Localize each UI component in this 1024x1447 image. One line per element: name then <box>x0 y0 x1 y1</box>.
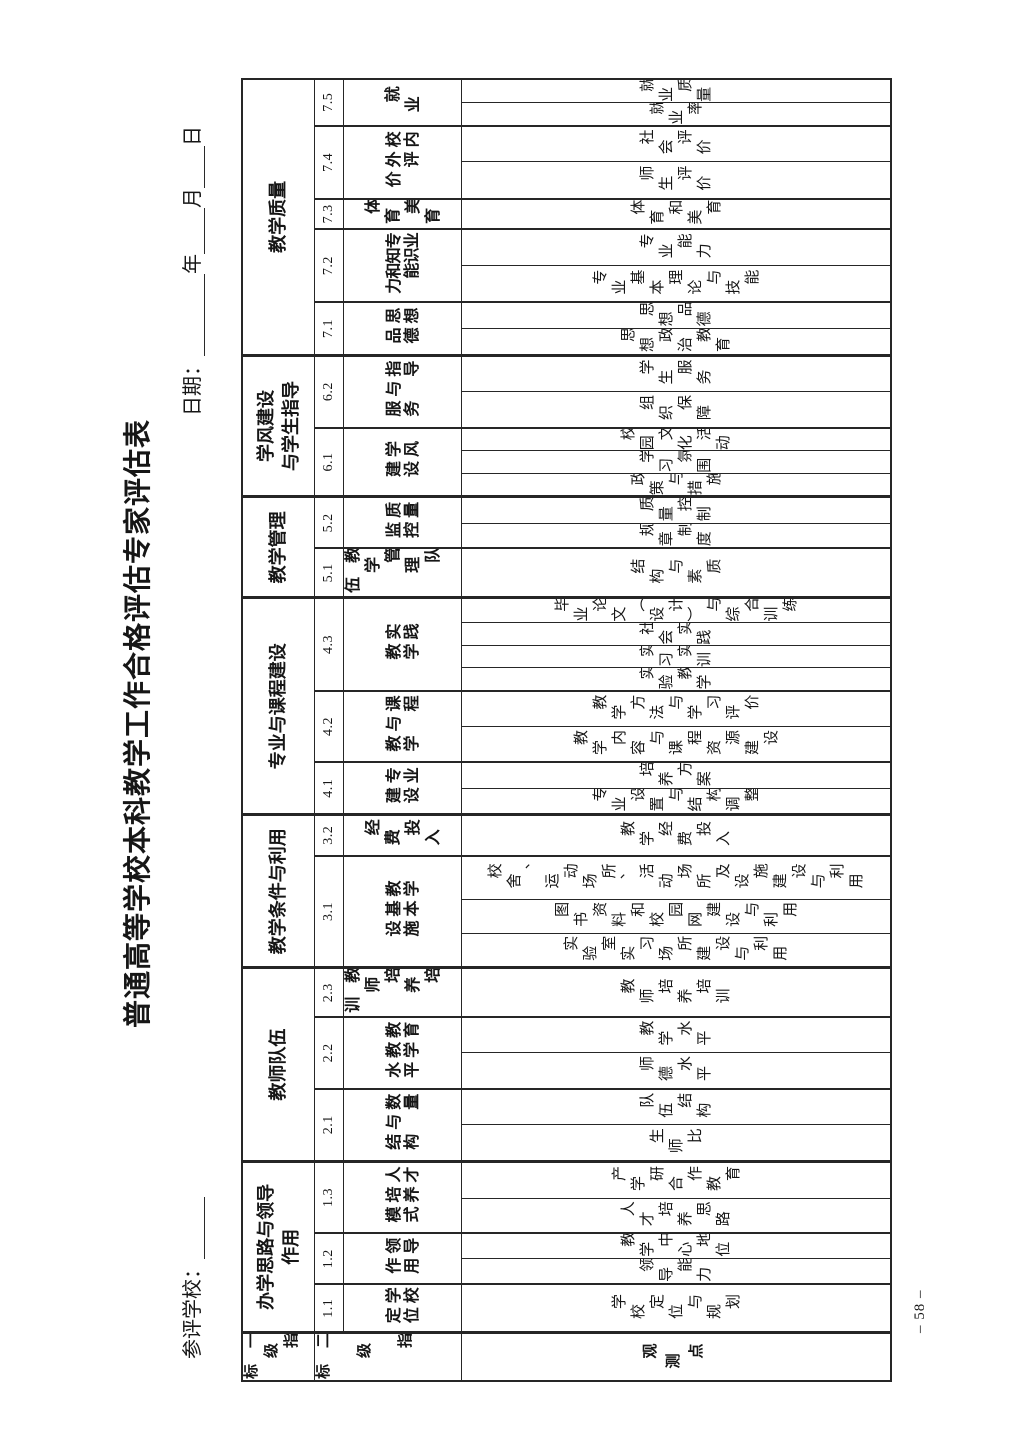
obs-cell: 组织保障 <box>462 390 890 427</box>
indicator-7-5: 7.5 就业 就业率 就业质量 <box>315 79 890 125</box>
obs-cell: 实验室实习场所建设与利用 <box>462 932 890 967</box>
obs-cell: 培养方案 <box>639 763 713 788</box>
obs-cell: 体育和美育 <box>629 200 723 227</box>
evaluation-table: 一级指标 二级指标 观测点 办学思路与领导 作用 1.1 学校 定位 学校定位与… <box>241 78 892 1382</box>
group-7: 教学质量 7.1 思想 品德 思想政治教育 思想品德 7.2 专业 知识 和能 … <box>243 79 890 354</box>
indicator-5-2: 5.2 质量 监控 规章制度 质量控制 <box>315 498 890 548</box>
day-label: 日 <box>182 126 204 146</box>
group-1: 办学思路与领导 作用 1.1 学校 定位 学校定位与规划 1.2 领导 作用 领… <box>243 1159 890 1331</box>
obs-cell: 专业基本理论与技能 <box>462 265 890 302</box>
obs-cell: 专业能力 <box>639 234 713 261</box>
indicator-6-1: 6.1 学风 建设 政策与措施 学习氛围 校园文化活动 <box>315 426 890 496</box>
group-4: 专业与课程建设 4.1 专业 建设 专业设置与结构调整 培养方案 4.2 课程 … <box>243 596 890 813</box>
obs-cell: 队伍结构 <box>639 1093 713 1120</box>
obs-cell: 实验教学 <box>462 666 890 690</box>
date-field: 日期： 年 月 日 <box>176 126 205 416</box>
indicator-4-1: 4.1 专业 建设 专业设置与结构调整 培养方案 <box>315 761 890 813</box>
obs-cell: 校舍、运动场所、活动场所及设施建设与利用 <box>487 864 865 891</box>
indicator-2-3: 2.3 教师培养培训 教师培养培训 <box>315 969 890 1016</box>
page-title: 普通高等学校本科教学工作合格评估专家评估表 <box>123 419 154 1029</box>
date-label: 日期： <box>182 356 204 416</box>
school-label: 参评学校： <box>182 1259 204 1359</box>
obs-cell: 结构与素质 <box>629 559 723 586</box>
group-2-name: 教师队伍 <box>243 969 315 1160</box>
obs-cell: 社会实践 <box>462 622 890 645</box>
indicator-7-4: 7.4 校内 外评 价 师生评价 社会评价 <box>315 124 890 198</box>
indicator-7-2: 7.2 专业 知识 和能 力 专业基本理论与技能 专业能力 <box>315 227 890 302</box>
obs-cell: 学习氛围 <box>462 450 890 473</box>
obs-cell: 专业设置与结构调整 <box>462 787 890 813</box>
table-body: 办学思路与领导 作用 1.1 学校 定位 学校定位与规划 1.2 领导 作用 领… <box>243 79 890 1331</box>
obs-cell: 师生评价 <box>462 160 890 198</box>
obs-cell: 图书资料和校园网建设与利用 <box>462 898 890 933</box>
group-5-name: 教学管理 <box>243 498 315 597</box>
obs-cell: 生师比 <box>462 1124 890 1160</box>
indicator-1-1: 1.1 学校 定位 学校定位与规划 <box>315 1283 890 1331</box>
obs-cell: 学校定位与规划 <box>610 1294 742 1321</box>
header-level1: 一级指标 <box>243 1334 315 1380</box>
group-5: 教学管理 5.1 教学管理队伍 结构与素质 5.2 质量 监控 规章制度 <box>243 495 890 597</box>
form-meta-line: 参评学校： 日期： 年 月 日 <box>176 126 205 1359</box>
indicator-6-2: 6.2 指导 与 服务 组织保障 学生服务 <box>315 356 890 427</box>
school-field: 参评学校： <box>176 1197 205 1359</box>
indicator-7-3: 7.3 体育美育 体育和美育 <box>315 197 890 228</box>
obs-cell: 就业质量 <box>639 79 713 103</box>
obs-cell: 规章制度 <box>462 522 890 548</box>
obs-cell: 教学中心地位 <box>620 1234 732 1258</box>
group-1-name: 办学思路与领导 作用 <box>243 1162 315 1331</box>
indicator-3-2: 3.2 经费投入 教学经费投入 <box>315 815 890 855</box>
indicator-3-1: 3.1 教学 基本 设施 实验室实习场所建设与利用 图书资料和校园网建设与利用 … <box>315 854 890 967</box>
month-label: 月 <box>182 188 204 208</box>
group-4-name: 专业与课程建设 <box>243 599 315 813</box>
indicator-2-1: 2.1 数量 与 结构 生师比 队伍结构 <box>315 1087 890 1160</box>
obs-cell: 政策与措施 <box>462 472 890 496</box>
year-label: 年 <box>182 254 204 274</box>
obs-cell: 教师培养培训 <box>620 979 732 1006</box>
obs-cell: 师德水平 <box>462 1051 890 1088</box>
obs-cell: 毕业论文（设计）与综合训练 <box>553 599 799 623</box>
obs-cell: 领导能力 <box>462 1257 890 1284</box>
obs-cell: 质量控制 <box>639 498 713 523</box>
indicator-4-3: 4.3 实践 教学 实验教学 实习实训 社会实践 毕业论文（设计）与综合训练 <box>315 599 890 690</box>
group-6: 学风建设 与学生指导 6.1 学风 建设 政策与措施 学习氛围 校园文化活动 6… <box>243 353 890 496</box>
obs-cell: 校园文化活动 <box>620 428 732 451</box>
indicator-1-2: 1.2 领导 作用 领导能力 教学中心地位 <box>315 1232 890 1284</box>
year-blank-line <box>184 274 205 356</box>
obs-cell: 教学方法与学习评价 <box>591 695 761 722</box>
indicator-1-3: 1.3 人才 培养 模式 人才培养思路 产学研合作教育 <box>315 1162 890 1233</box>
obs-cell: 教学经费投入 <box>620 822 732 849</box>
group-3: 教学条件与利用 3.1 教学 基本 设施 实验室实习场所建设与利用 图书资料和校… <box>243 812 890 967</box>
indicator-7-1: 7.1 思想 品德 思想政治教育 思想品德 <box>315 301 890 354</box>
page-number: – 58 – <box>912 1289 928 1334</box>
obs-cell: 就业率 <box>462 102 890 125</box>
obs-cell: 思想政治教育 <box>462 327 890 354</box>
obs-cell: 产学研合作教育 <box>610 1167 742 1194</box>
obs-cell: 人才培养思路 <box>462 1197 890 1233</box>
school-blank-line <box>184 1197 205 1259</box>
obs-cell: 思想品德 <box>639 303 713 328</box>
obs-cell: 社会评价 <box>639 130 713 157</box>
group-3-name: 教学条件与利用 <box>243 815 315 967</box>
indicator-2-2: 2.2 教育 教学 水平 师德水平 教学水平 <box>315 1015 890 1088</box>
group-7-name: 教学质量 <box>243 79 315 354</box>
obs-cell: 实习实训 <box>462 644 890 667</box>
obs-cell: 教学水平 <box>639 1021 713 1048</box>
group-2: 教师队伍 2.1 数量 与 结构 生师比 队伍结构 2.2 教育 教学 水平 <box>243 966 890 1160</box>
table-header-column: 一级指标 二级指标 观测点 <box>243 1331 890 1380</box>
indicator-5-1: 5.1 教学管理队伍 结构与素质 <box>315 547 890 597</box>
day-blank-line <box>184 146 205 188</box>
group-6-name: 学风建设 与学生指导 <box>243 356 315 496</box>
header-level2: 二级指标 <box>315 1334 462 1380</box>
obs-cell: 学生服务 <box>639 360 713 387</box>
header-observation: 观测点 <box>641 1344 705 1371</box>
indicator-4-2: 4.2 课程 与 教学 教学内容与课程资源建设 教学方法与学习评价 <box>315 689 890 762</box>
obs-cell: 教学内容与课程资源建设 <box>462 726 890 762</box>
month-blank-line <box>184 208 205 254</box>
